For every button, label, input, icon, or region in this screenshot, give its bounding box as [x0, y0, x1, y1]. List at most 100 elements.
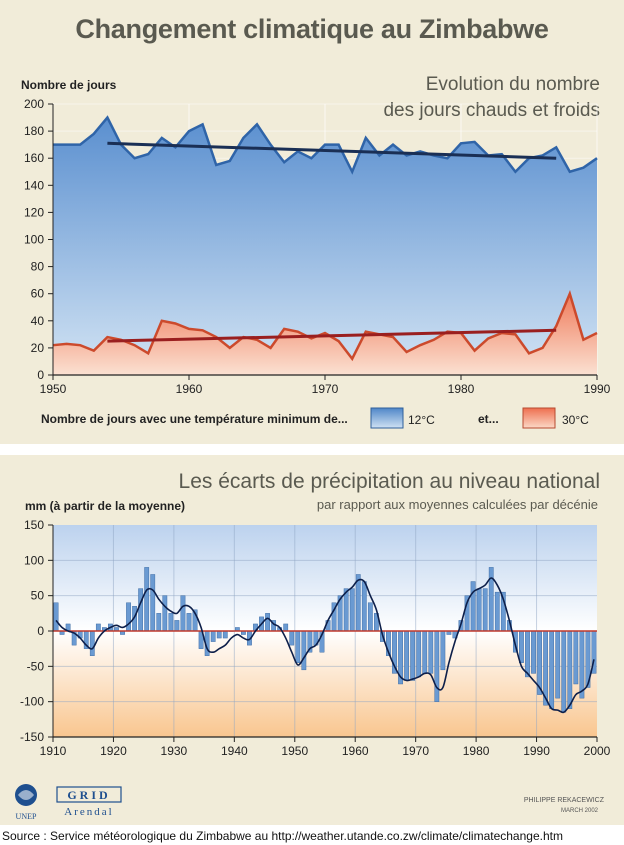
precipitation-subtitle: par rapport aux moyennes calculées par d… — [316, 497, 598, 512]
legend-swatch-30c — [522, 407, 556, 429]
precipitation-bar — [222, 630, 228, 639]
y-tick-label: 160 — [24, 151, 44, 165]
grid-arendal-logo: GRID Arendal — [56, 786, 122, 818]
x-tick-label: 2000 — [584, 744, 611, 758]
x-tick-label: 1970 — [312, 382, 339, 396]
svg-text:GRID: GRID — [67, 788, 110, 802]
y-tick-label: -100 — [20, 695, 44, 709]
x-tick-label: 1950 — [40, 382, 67, 396]
precipitation-bar — [519, 630, 524, 663]
smoothed-curve — [55, 577, 595, 714]
precipitation-bar — [488, 567, 494, 632]
svg-text:Arendal: Arendal — [64, 806, 113, 818]
precipitation-bar — [156, 613, 162, 632]
precipitation-bar — [494, 591, 500, 632]
precipitation-bar — [416, 630, 422, 678]
precipitation-bar — [410, 630, 416, 681]
precipitation-bar — [404, 630, 409, 681]
precipitation-bar — [555, 630, 561, 699]
y-tick-label: 0 — [37, 368, 44, 382]
precipitation-title: Les écarts de précipitation au niveau na… — [178, 470, 600, 493]
precipitation-bar — [289, 630, 295, 646]
legend-label-30c: 30°C — [562, 413, 589, 427]
precipitation-bar — [210, 630, 216, 642]
credit-author: PHILIPPE REKACEWICZ — [523, 797, 604, 804]
unep-logo: UNEP — [15, 784, 37, 821]
area-series-12c — [53, 117, 597, 376]
trend-line-12c — [107, 141, 557, 160]
precipitation-bar — [440, 630, 446, 671]
precipitation-bar — [470, 581, 476, 632]
x-tick-label: 1950 — [281, 744, 308, 758]
x-tick-label: 1980 — [463, 744, 490, 758]
precipitation-bar — [525, 630, 530, 678]
precipitation-bar — [89, 630, 95, 656]
precipitation-bar — [186, 613, 192, 632]
x-tick-label: 1990 — [523, 744, 550, 758]
x-tick-label: 1960 — [342, 744, 369, 758]
precipitation-bar — [168, 613, 174, 632]
precipitation-bar — [138, 588, 144, 632]
precipitation-bar — [180, 595, 186, 632]
precipitation-bar — [567, 630, 573, 709]
precipitation-bar — [434, 630, 440, 702]
legend-joiner: et... — [478, 412, 499, 426]
precipitation-bar — [216, 630, 222, 639]
precipitation-bar — [144, 567, 150, 632]
precipitation-bar — [283, 623, 289, 632]
precipitation-y-axis-label: mm (à partir de la moyenne) — [25, 499, 186, 513]
precipitation-bar — [428, 630, 434, 674]
legend-caption: Nombre de jours avec une température min… — [41, 412, 348, 426]
y-tick-label: -150 — [20, 730, 44, 744]
area-edge-12c — [53, 115, 598, 175]
precipitation-bar — [150, 574, 156, 632]
y-tick-label: 0 — [37, 624, 44, 638]
y-tick-label: 40 — [31, 314, 45, 328]
precipitation-bar — [95, 623, 101, 632]
precipitation-bar — [482, 588, 488, 632]
x-tick-label: 1930 — [161, 744, 188, 758]
precipitation-bar — [367, 602, 373, 632]
credit-date: MARCH 2002 — [560, 808, 598, 814]
precipitation-bar — [295, 630, 301, 663]
precipitation-bar — [579, 630, 585, 699]
x-tick-label: 1920 — [100, 744, 127, 758]
precipitation-bar — [549, 630, 555, 709]
y-tick-label: 180 — [24, 124, 44, 138]
y-tick-label: 80 — [31, 260, 45, 274]
precipitation-bar — [531, 630, 536, 674]
svg-text:UNEP: UNEP — [16, 812, 37, 821]
precipitation-bar — [476, 588, 482, 632]
area-edge-30c — [52, 289, 598, 362]
hot-cold-y-axis-label: Nombre de jours — [21, 78, 117, 92]
precipitation-bar — [126, 602, 131, 632]
y-tick-label: 100 — [24, 553, 44, 567]
y-tick-label: -50 — [27, 659, 45, 673]
x-tick-label: 1980 — [448, 382, 475, 396]
precipitation-bar — [265, 613, 270, 632]
y-tick-label: 150 — [24, 518, 44, 532]
x-tick-label: 1990 — [584, 382, 611, 396]
y-tick-label: 60 — [31, 287, 45, 301]
precipitation-bar — [355, 574, 361, 632]
y-tick-label: 200 — [24, 97, 44, 111]
precipitation-bar — [361, 581, 367, 632]
precipitation-bar — [53, 602, 59, 632]
precipitation-bar — [561, 630, 567, 713]
x-tick-label: 1960 — [176, 382, 203, 396]
x-tick-label: 1910 — [40, 744, 67, 758]
precipitation-bar — [573, 630, 579, 685]
precipitation-bar — [174, 620, 180, 632]
y-tick-label: 120 — [24, 205, 44, 219]
main-title: Changement climatique au Zimbabwe — [75, 14, 549, 44]
legend-label-12c: 12°C — [408, 413, 435, 427]
trend-line-30c — [107, 328, 557, 343]
precipitation-bar — [349, 588, 355, 632]
precipitation-bar — [301, 630, 307, 671]
x-tick-label: 1970 — [402, 744, 429, 758]
source-note: Source : Service météorologique du Zimba… — [2, 829, 563, 843]
y-tick-label: 50 — [31, 589, 45, 603]
hot-cold-subtitle: des jours chauds et froids — [383, 100, 600, 121]
legend-swatch-12c — [370, 407, 404, 429]
